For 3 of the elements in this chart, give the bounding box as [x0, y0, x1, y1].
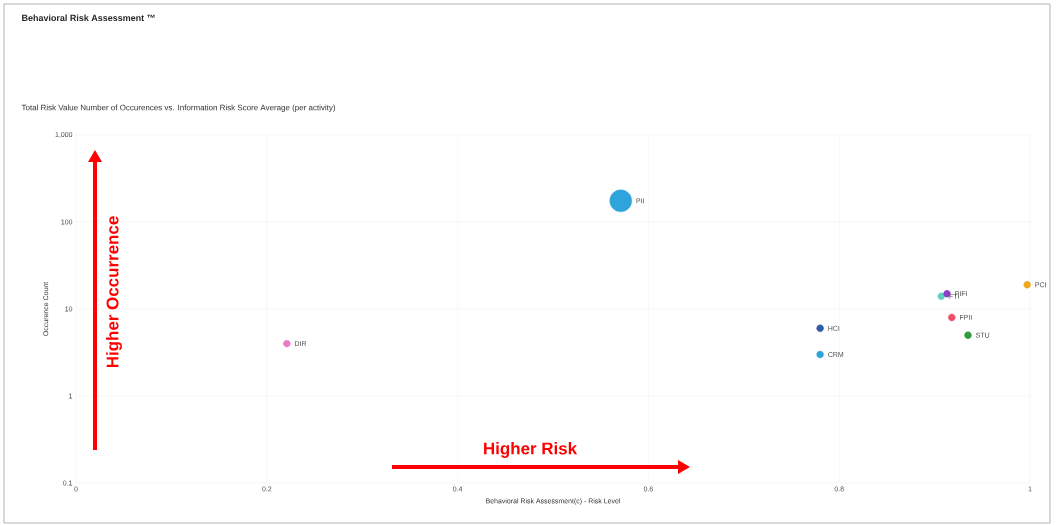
chart-title: Behavioral Risk Assessment ™: [22, 14, 155, 22]
annotation: Higher Occurrence: [106, 216, 122, 368]
annotation: Higher Risk: [484, 442, 578, 458]
